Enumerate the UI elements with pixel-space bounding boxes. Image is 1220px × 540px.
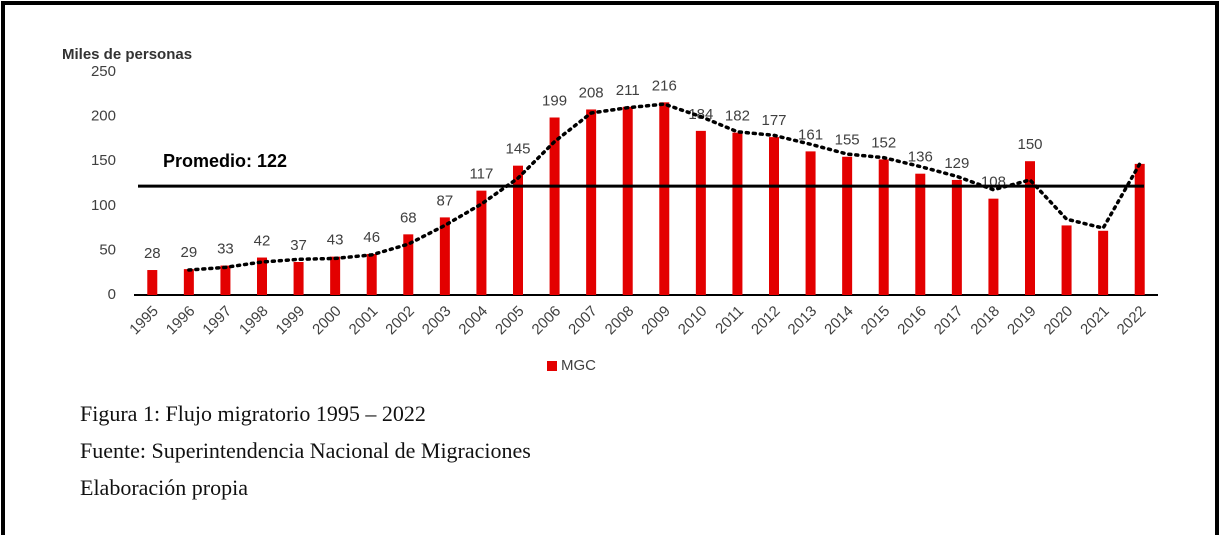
x-tick-label: 2022 (1114, 303, 1150, 339)
x-tick-label: 1996 (163, 303, 199, 339)
data-label: 150 (1017, 136, 1042, 153)
caption-line: Figura 1: Flujo migratorio 1995 – 2022 (80, 401, 426, 426)
x-tick-label: 2003 (419, 303, 455, 339)
bar (1134, 163, 1145, 295)
data-label: 46 (363, 229, 380, 246)
y-tick-label: 50 (99, 241, 116, 258)
data-label: 161 (798, 126, 823, 143)
x-tick-label: 2017 (931, 303, 967, 339)
x-tick-label: 1995 (126, 303, 162, 339)
data-label: 211 (616, 82, 640, 99)
x-tick-label: 2019 (1004, 303, 1040, 339)
bar (622, 106, 633, 296)
y-tick-label: 0 (108, 286, 116, 303)
data-label: 145 (505, 141, 530, 158)
x-tick-label: 2002 (382, 303, 418, 339)
data-label: 28 (144, 245, 161, 262)
y-axis-label: Miles de personas (62, 46, 192, 63)
y-tick-label: 100 (91, 197, 116, 214)
data-label: 68 (400, 209, 417, 226)
data-label: 117 (469, 166, 493, 183)
bar (183, 269, 194, 295)
bar (1061, 225, 1072, 295)
data-label: 177 (761, 112, 786, 129)
bar (476, 190, 487, 295)
bar (439, 217, 450, 295)
x-tick-label: 2021 (1077, 303, 1113, 339)
bar (366, 253, 377, 295)
y-tick-label: 200 (91, 108, 116, 125)
caption-line: Elaboración propia (80, 475, 248, 500)
x-tick-label: 2020 (1041, 303, 1077, 339)
x-tick-label: 1999 (273, 303, 309, 339)
bar (403, 234, 414, 295)
data-label: 33 (217, 241, 234, 258)
x-tick-label: 2005 (492, 303, 528, 339)
legend-swatch (547, 361, 557, 371)
y-tick-label: 250 (91, 63, 116, 80)
data-label: 155 (835, 132, 860, 149)
x-tick-label: 2001 (346, 303, 382, 339)
bar (549, 117, 560, 295)
x-tick-label: 2014 (821, 303, 857, 339)
bar (915, 173, 926, 295)
bar (732, 132, 743, 295)
x-tick-label: 2010 (675, 303, 711, 339)
bar (220, 265, 231, 295)
x-tick-label: 2006 (529, 303, 565, 339)
data-label: 37 (290, 237, 307, 254)
x-tick-label: 2013 (785, 303, 821, 339)
y-tick-label: 150 (91, 152, 116, 169)
bar (1098, 230, 1109, 295)
x-tick-label: 2011 (712, 303, 747, 338)
x-tick-label: 2009 (638, 303, 674, 339)
data-label: 42 (254, 233, 271, 250)
bar (586, 109, 597, 296)
bar (659, 102, 670, 295)
data-label: 129 (944, 155, 969, 172)
legend-label: MGC (561, 357, 596, 374)
x-tick-label: 2004 (455, 303, 491, 339)
data-label: 208 (579, 84, 604, 101)
data-label: 29 (181, 244, 198, 261)
data-label: 136 (908, 149, 933, 166)
bar (769, 137, 779, 295)
data-label: 43 (327, 232, 344, 249)
bar (842, 156, 853, 295)
bar (293, 261, 304, 295)
bar (257, 257, 267, 295)
x-tick-label: 2015 (858, 303, 894, 339)
x-tick-label: 2016 (894, 303, 930, 339)
average-label: Promedio: 122 (163, 151, 287, 171)
bar (147, 270, 158, 295)
x-tick-label: 2012 (748, 303, 784, 339)
x-tick-label: 2007 (565, 303, 601, 339)
x-tick-label: 2008 (602, 303, 638, 339)
x-tick-label: 1998 (236, 303, 272, 339)
x-tick-label: 1997 (199, 303, 235, 339)
bar (330, 256, 341, 295)
bar (805, 151, 816, 295)
bar (695, 130, 706, 295)
bar (1025, 161, 1035, 295)
bar (878, 159, 889, 295)
bar (988, 198, 999, 295)
data-label: 152 (871, 134, 896, 151)
data-label: 216 (652, 77, 677, 94)
data-label: 182 (725, 108, 750, 125)
bar (513, 165, 523, 295)
x-tick-label: 2018 (967, 303, 1003, 339)
data-label: 87 (437, 192, 454, 209)
bar (951, 179, 962, 295)
data-label: 199 (542, 92, 567, 109)
x-tick-label: 2000 (309, 303, 345, 339)
caption-line: Fuente: Superintendencia Nacional de Mig… (80, 438, 531, 463)
